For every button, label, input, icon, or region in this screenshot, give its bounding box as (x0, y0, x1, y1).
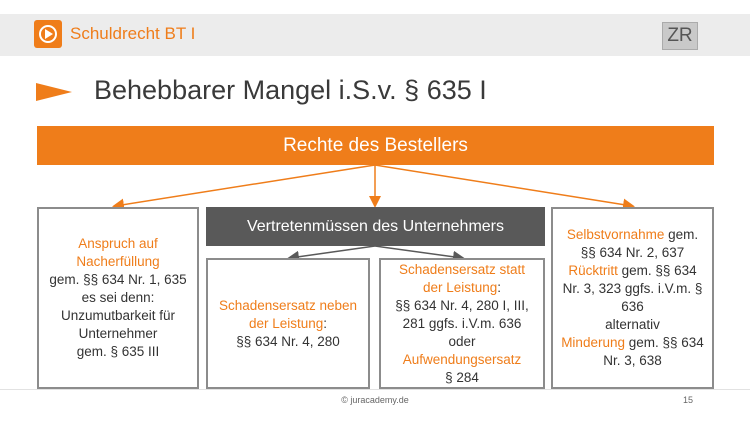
box-schadensersatz-statt: Schadensersatz statt der Leistung: §§ 63… (379, 258, 545, 389)
course-title: Schuldrecht BT I (70, 24, 196, 43)
play-icon[interactable] (34, 20, 62, 48)
box-schadensersatz-neben: Schadensersatz neben der Leistung: §§ 63… (206, 258, 370, 389)
arrow-to-mid-right (374, 245, 465, 263)
zr-badge: ZR (662, 22, 698, 50)
slide-title: Behebbarer Mangel i.S.v. § 635 I (94, 75, 487, 105)
arrow-to-left-box (112, 164, 376, 211)
rights-banner: Rechte des Bestellers (37, 126, 714, 165)
vertretenmuessen-header: Vertretenmüssen des Unternehmers (206, 207, 545, 246)
footer-copyright: © juracademy.de (341, 395, 409, 405)
footer-divider (0, 389, 750, 390)
box-selbstvornahme: Selbstvornahme gem. §§ 634 Nr. 2, 637 Rü… (551, 207, 714, 389)
arrow-to-mid-left (287, 245, 376, 263)
arrow-to-right-box (374, 164, 635, 211)
box-nacherfuellung: Anspruch auf Nacherfüllung gem. §§ 634 N… (37, 207, 199, 389)
arrow-bullet-icon (36, 83, 72, 101)
page-number: 15 (683, 395, 694, 405)
header-bar (0, 14, 750, 56)
